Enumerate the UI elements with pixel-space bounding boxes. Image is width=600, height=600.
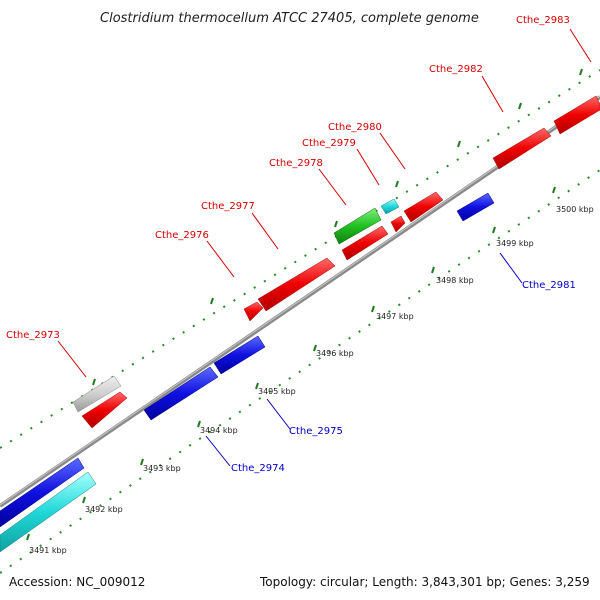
gene-unknown-gray-arrow[interactable] <box>72 375 122 413</box>
gene-cthe-2974-arrow[interactable] <box>143 366 219 421</box>
gene-label-cthe-2974[interactable]: Cthe_2974 <box>231 463 285 474</box>
gene-cthe-2980-arrow[interactable] <box>403 191 444 223</box>
gene-label-cthe-2977[interactable]: Cthe_2977 <box>201 201 255 212</box>
tick-label-3500: 3500 kbp <box>556 205 594 214</box>
gene-label-cthe-2976[interactable]: Cthe_2976 <box>155 230 209 241</box>
gene-cthe-2979-arrow[interactable] <box>390 215 406 233</box>
gene-cthe-2982-arrow[interactable] <box>492 127 552 170</box>
tick-label-3491: 3491 kbp <box>29 546 67 555</box>
gene-label-cthe-2982[interactable]: Cthe_2982 <box>429 64 483 75</box>
gene-cthe-2977-arrow[interactable] <box>257 257 336 312</box>
tick-label-3498: 3498 kbp <box>436 276 474 285</box>
tick-label-3495: 3495 kbp <box>258 387 296 396</box>
tick-label-3497: 3497 kbp <box>376 312 414 321</box>
gene-cthe-2973-arrow[interactable] <box>81 391 128 429</box>
label-leaders-forward <box>57 28 592 378</box>
major-ticks <box>26 68 583 541</box>
gene-label-cthe-2975[interactable]: Cthe_2975 <box>289 426 343 437</box>
label-leaders-reverse <box>205 252 523 467</box>
tick-label-3493: 3493 kbp <box>143 464 181 473</box>
gene-cthe-2978-arrow[interactable] <box>341 225 389 261</box>
gene-label-cthe-2980[interactable]: Cthe_2980 <box>328 122 382 133</box>
gene-label-cthe-2983[interactable]: Cthe_2983 <box>516 15 570 26</box>
gene-cthe-2983-arrow[interactable] <box>553 95 600 135</box>
map-title: Clostridium thermocellum ATCC 27405, com… <box>100 11 479 26</box>
gene-left-blue-arrow[interactable] <box>0 457 85 528</box>
tick-label-3499: 3499 kbp <box>496 239 534 248</box>
gene-cthe-2979-cyan-arrow[interactable] <box>380 198 400 215</box>
tick-label-3494: 3494 kbp <box>200 426 238 435</box>
reverse-tick-track <box>0 169 600 574</box>
gene-cthe-2976-arrow[interactable] <box>243 301 264 322</box>
gene-green-arrow[interactable] <box>333 207 382 245</box>
gene-label-cthe-2973[interactable]: Cthe_2973 <box>6 330 60 341</box>
gene-label-cthe-2981[interactable]: Cthe_2981 <box>522 280 576 291</box>
tick-label-3496: 3496 kbp <box>316 349 354 358</box>
accession-text: Accession: NC_009012 <box>9 575 145 589</box>
gene-label-cthe-2978[interactable]: Cthe_2978 <box>269 158 323 169</box>
gene-label-cthe-2979[interactable]: Cthe_2979 <box>302 138 356 149</box>
gene-cthe-2975-arrow[interactable] <box>213 335 266 375</box>
gene-left-cyan-arrow[interactable] <box>0 471 97 553</box>
topology-text: Topology: circular; Length: 3,843,301 bp… <box>259 575 590 589</box>
gene-cthe-2981-arrow[interactable] <box>456 192 495 222</box>
tick-label-3492: 3492 kbp <box>85 505 123 514</box>
